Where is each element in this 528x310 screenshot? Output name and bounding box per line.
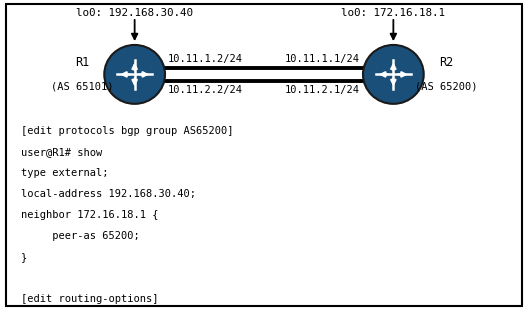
Text: local-address 192.168.30.40;: local-address 192.168.30.40; (21, 189, 196, 199)
Text: 10.11.1.1/24: 10.11.1.1/24 (285, 54, 360, 64)
Text: lo0: 192.168.30.40: lo0: 192.168.30.40 (76, 8, 193, 18)
Text: lo0: 172.16.18.1: lo0: 172.16.18.1 (342, 8, 445, 18)
Text: (AS 65101): (AS 65101) (51, 82, 113, 92)
Text: type external;: type external; (21, 168, 109, 178)
Ellipse shape (363, 45, 424, 104)
Text: [edit protocols bgp group AS65200]: [edit protocols bgp group AS65200] (21, 126, 233, 135)
Text: 10.11.2.2/24: 10.11.2.2/24 (168, 85, 243, 95)
Text: R1: R1 (75, 55, 89, 69)
Text: }: } (21, 252, 27, 262)
Text: R2: R2 (439, 55, 453, 69)
Text: neighbor 172.16.18.1 {: neighbor 172.16.18.1 { (21, 210, 158, 220)
Text: user@R1# show: user@R1# show (21, 147, 102, 157)
Text: 10.11.2.1/24: 10.11.2.1/24 (285, 85, 360, 95)
Text: [edit routing-options]: [edit routing-options] (21, 294, 158, 304)
Text: (AS 65200): (AS 65200) (415, 82, 477, 92)
Text: 10.11.1.2/24: 10.11.1.2/24 (168, 54, 243, 64)
Ellipse shape (105, 45, 165, 104)
Text: peer-as 65200;: peer-as 65200; (21, 231, 140, 241)
